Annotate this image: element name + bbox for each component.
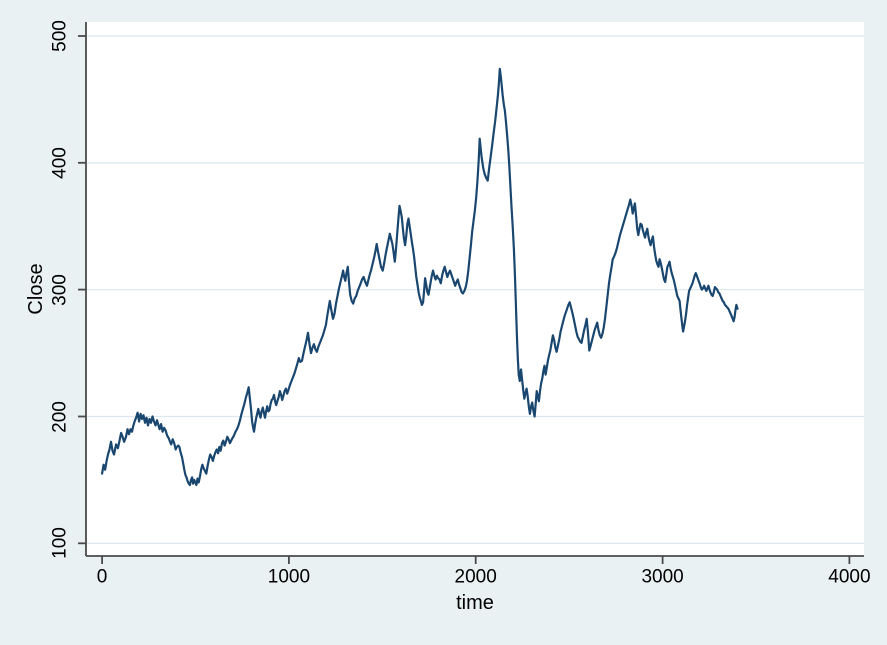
y-tick-label-100: 100 [49, 527, 71, 560]
x-tick-label-2000: 2000 [454, 566, 497, 588]
y-tick-label-400: 400 [49, 146, 71, 179]
x-tick-label-4000: 4000 [828, 566, 871, 588]
x-tick-label-0: 0 [96, 566, 108, 588]
y-tick-label-300: 300 [49, 273, 71, 306]
y-tick-label-500: 500 [49, 20, 71, 52]
y-tick-label-200: 200 [49, 400, 71, 433]
x-tick-label-3000: 3000 [641, 566, 684, 588]
y-axis-title: Close [25, 263, 47, 315]
x-axis-title: time [456, 592, 494, 614]
x-tick-label-1000: 1000 [267, 566, 311, 588]
close-series-line [101, 67, 739, 487]
